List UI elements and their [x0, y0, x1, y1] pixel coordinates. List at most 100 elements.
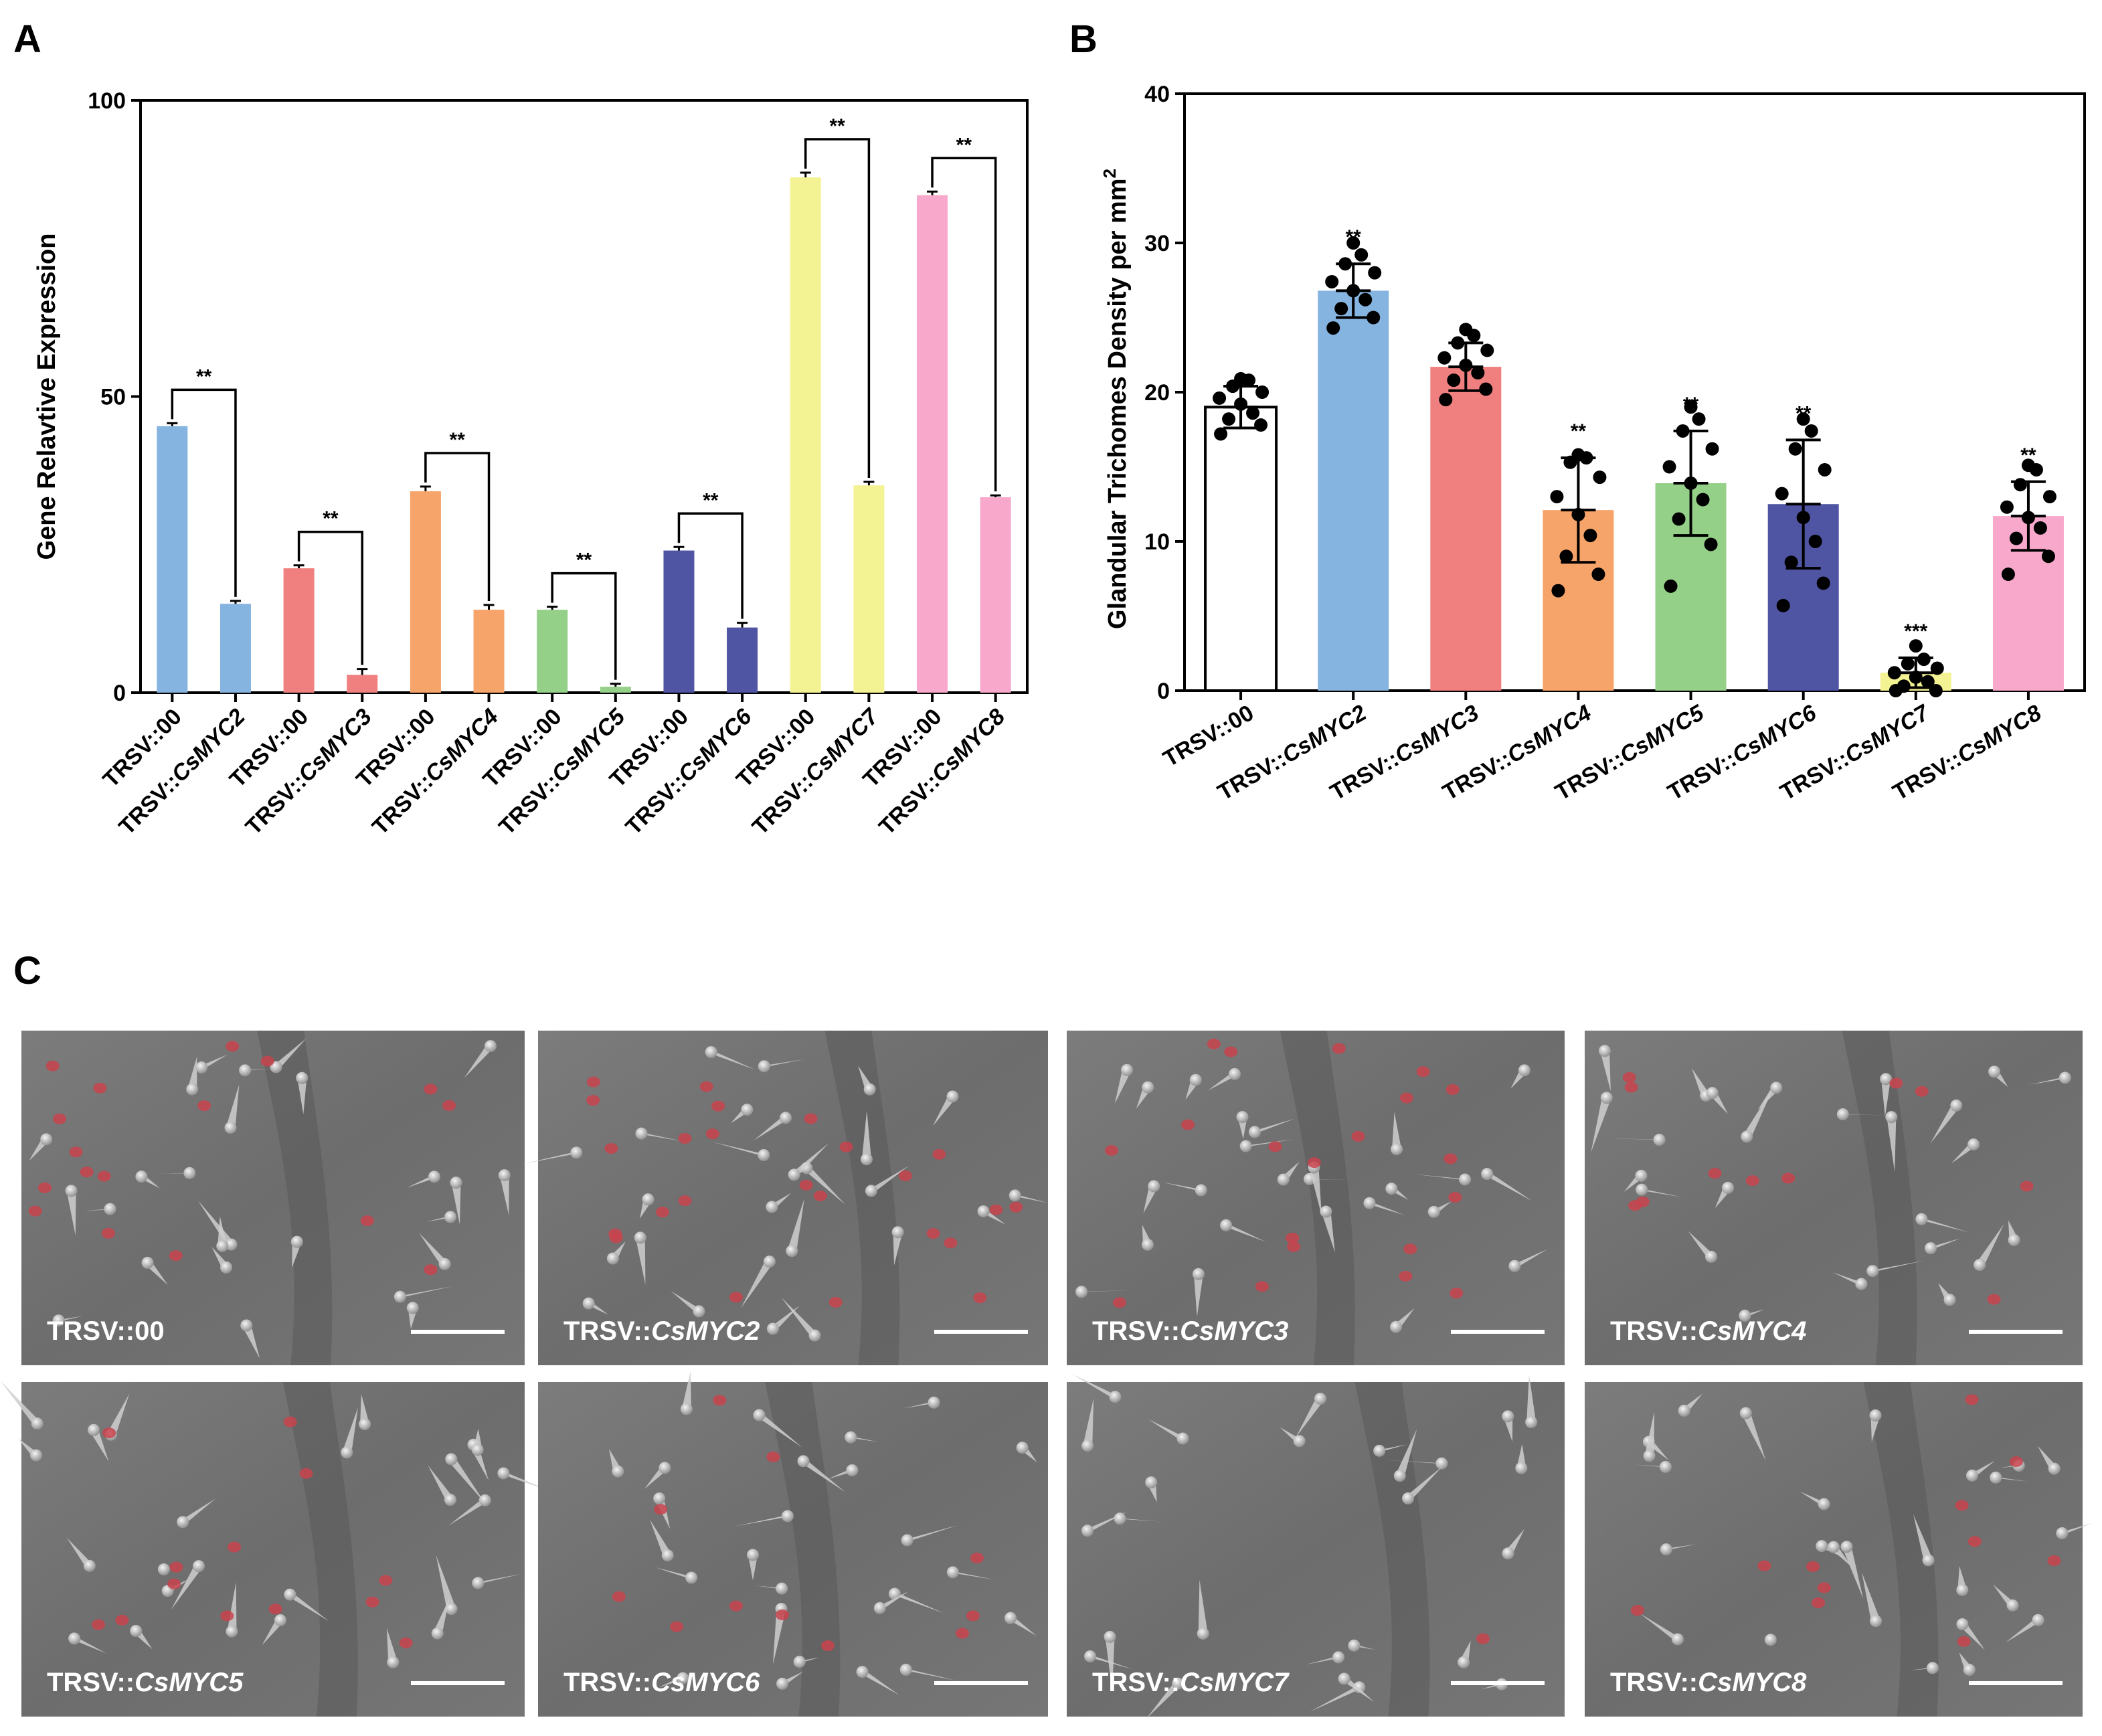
chart-b-data-point: [1451, 336, 1465, 350]
trichome-base: [946, 1090, 959, 1103]
trichome-base: [1880, 1073, 1893, 1086]
chart-b-data-point: [1571, 507, 1585, 521]
glandular-trichome: [1009, 1201, 1023, 1213]
trichome-base: [195, 1061, 208, 1074]
trichome-base: [1836, 1108, 1849, 1121]
trichome-spike: [636, 1133, 683, 1142]
trichome-spike: [754, 1118, 791, 1140]
chart-b-significance-label: **: [1683, 394, 1699, 416]
glandular-trichome: [37, 1182, 52, 1193]
trichome-base: [30, 1449, 43, 1462]
trichome-base: [1195, 1184, 1207, 1197]
trichome-base: [284, 1588, 296, 1601]
glandular-trichome: [586, 1095, 600, 1106]
chart-b-data-point: [1334, 302, 1348, 316]
trichome-spike: [499, 1473, 549, 1491]
trichome-base: [1104, 1630, 1116, 1643]
trichome-base: [1109, 1391, 1122, 1403]
glandular-trichome: [729, 1292, 743, 1303]
glandular-trichome: [1307, 1157, 1321, 1168]
trichome-base: [220, 1261, 233, 1274]
trichome-spike: [712, 1142, 769, 1155]
chart-b-data-point: [1796, 511, 1810, 525]
trichome-base: [928, 1396, 940, 1409]
chart-a-significance-label: **: [323, 508, 339, 530]
trichome-base: [1764, 1634, 1777, 1646]
glandular-trichome: [1224, 1046, 1238, 1057]
chart-a-bar: [283, 568, 315, 693]
trichome-spike: [584, 1303, 608, 1315]
chart-b-data-point: [1818, 462, 1832, 476]
trichome-base: [104, 1203, 116, 1215]
chart-b-data-point: [1346, 284, 1361, 298]
chart-b-data-point: [1559, 549, 1573, 563]
glandular-trichome: [360, 1215, 374, 1227]
trichome-spike: [802, 1168, 846, 1205]
chart-a-significance-bracket: [424, 452, 491, 602]
trichome-spike: [893, 1232, 903, 1266]
trichome-spike: [1, 1381, 42, 1424]
trichome-base: [183, 1166, 196, 1179]
trichome-spike: [1640, 1613, 1682, 1640]
trichome-base: [1220, 1219, 1233, 1231]
trichome-spike: [1198, 1579, 1208, 1634]
trichome-spike: [66, 1191, 76, 1236]
trichome-base: [1141, 1238, 1154, 1251]
glandular-trichome: [655, 1207, 669, 1218]
trichome-spike: [395, 1286, 454, 1297]
chart-b-bar: [1318, 290, 1389, 691]
glandular-trichome: [1255, 1281, 1269, 1292]
vein-ridge: [765, 1382, 841, 1717]
chart-a-bar: [917, 195, 948, 693]
trichome-spike: [187, 1056, 197, 1090]
trichome-base: [1338, 1672, 1350, 1685]
chart-b-data-point: [1338, 257, 1352, 271]
trichome-base: [2008, 1233, 2020, 1246]
trichome-spike: [789, 1143, 829, 1175]
trichome-spike: [1644, 1411, 1655, 1456]
chart-b-data-point: [1359, 292, 1373, 307]
chart-b-data-point: [2001, 568, 2015, 582]
chart-a-significance-bracket: [551, 572, 617, 680]
trichome-base: [1277, 1173, 1290, 1186]
micrograph-grid: TRSV::00 TRSV::CsMYC2 TRSV::CsMYC3 TRSV::Cs…: [1, 1031, 2093, 1719]
trichome-spike: [143, 1262, 168, 1285]
glandular-trichome: [813, 1190, 827, 1201]
chart-b-data-point: [1672, 512, 1686, 526]
trichome-spike: [1136, 1087, 1153, 1109]
trichome-spike: [1757, 1088, 1781, 1111]
chart-b-data-point: [1593, 470, 1607, 485]
trichome-base: [1926, 1662, 1939, 1674]
trichome-base: [1722, 1181, 1735, 1194]
glandular-trichome: [821, 1640, 835, 1652]
trichome-spike: [948, 1572, 995, 1580]
glandular-trichome: [115, 1614, 129, 1626]
trichome-spike: [499, 1175, 509, 1215]
trichome-base: [186, 1083, 199, 1096]
glandular-trichome: [1965, 1394, 1979, 1405]
trichome-base: [1741, 1130, 1753, 1143]
trichome-base: [1189, 1073, 1202, 1086]
chart-b-data-point: [1447, 373, 1461, 387]
trichome-spike: [1148, 1419, 1188, 1439]
trichome-base: [471, 1444, 484, 1456]
glandular-trichome: [1745, 1175, 1759, 1187]
trichome-spike: [386, 1628, 398, 1662]
trichome-base: [68, 1632, 81, 1645]
chart-b-data-point: [1897, 679, 1911, 693]
trichome-base: [1148, 1180, 1160, 1193]
glandular-trichome: [1399, 1270, 1413, 1282]
trichome-spike: [271, 1038, 306, 1067]
trichome-base: [1142, 1081, 1154, 1094]
trichome-base: [472, 1577, 485, 1589]
trichome-base: [1653, 1134, 1666, 1146]
trichome-base: [1145, 1476, 1158, 1489]
glandular-trichome: [399, 1637, 413, 1648]
trichome-base: [873, 1601, 886, 1614]
chart-b-data-point: [1325, 274, 1339, 288]
glandular-trichome: [989, 1204, 1003, 1215]
vein-ridge: [257, 1031, 333, 1365]
vein-ridge: [1354, 1382, 1430, 1717]
glandular-trichome: [2009, 1456, 2023, 1468]
trichome-spike: [635, 1237, 646, 1285]
